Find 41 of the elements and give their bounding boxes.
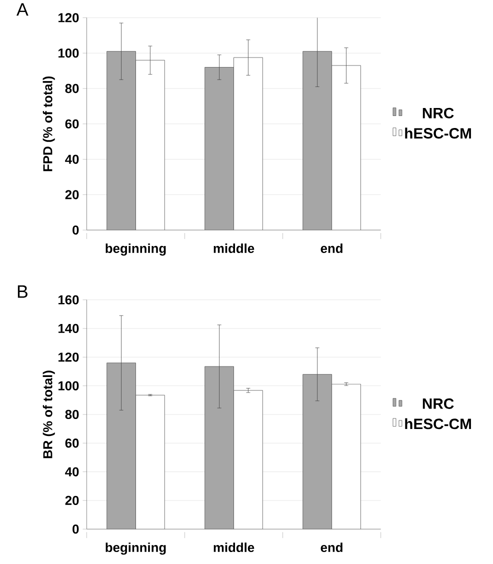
text: hESC-CM: [404, 128, 471, 139]
bar: [331, 384, 361, 530]
bar: [302, 374, 332, 530]
y-tick-label: 20: [65, 496, 78, 506]
bar: [233, 390, 263, 530]
y-tick-label: 100: [58, 381, 78, 390]
y-tick-label: 140: [58, 324, 78, 334]
y-tick-label: 40: [64, 467, 78, 476]
y-tick-label: 60: [65, 119, 78, 128]
y-tick-label: 20: [65, 190, 78, 200]
x-tick-label: beginning: [106, 244, 166, 256]
legend-label: NRC: [422, 398, 454, 409]
y-tick-label: 120: [58, 13, 78, 22]
x-tick-label: middle: [214, 542, 254, 552]
y-tick-label: 40: [64, 154, 78, 164]
bar: [106, 51, 136, 230]
x-tick-label: end: [320, 244, 342, 254]
y-tick-label: 100: [58, 48, 78, 58]
y-tick-label: 0: [72, 225, 78, 235]
y-tick-label: 160: [58, 295, 78, 304]
bar: [302, 51, 332, 230]
x-tick-label: middle: [214, 244, 254, 254]
text: hESC-CM: [404, 418, 471, 430]
legend-label: NRC: [422, 108, 454, 118]
bar: [204, 67, 234, 230]
y-tick-label: 80: [65, 84, 78, 94]
chart-title: A: [16, 3, 28, 16]
bar: [331, 65, 361, 230]
bar: [135, 394, 165, 530]
bar: [106, 362, 136, 530]
x-tick-label: beginning: [106, 542, 166, 555]
y-tick-label: 80: [65, 410, 78, 420]
x-tick-label: end: [320, 542, 342, 552]
y-tick-label: 60: [65, 438, 78, 448]
chart-title: B: [18, 285, 28, 298]
y-axis-title: BR (% of total): [42, 370, 55, 458]
y-tick-label: 120: [58, 352, 78, 362]
y-tick-label: 0: [72, 524, 78, 534]
bar: [135, 60, 165, 230]
bar: [204, 366, 234, 530]
y-axis-title: FPD (% of total): [42, 76, 55, 172]
